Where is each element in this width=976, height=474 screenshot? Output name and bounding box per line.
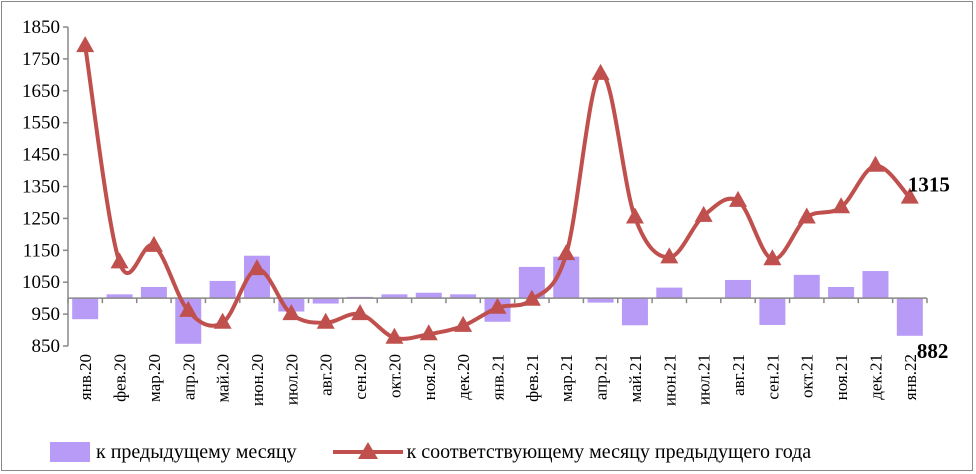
- y-tick-label: 1550: [22, 113, 60, 134]
- line-series: [83, 45, 912, 341]
- x-tick-label: фев.21: [523, 354, 542, 402]
- x-tick-label: авг.21: [729, 354, 748, 396]
- legend-line-marker-icon: [332, 442, 403, 459]
- y-tick-label: 1650: [22, 81, 60, 102]
- bar: [415, 292, 442, 299]
- line-marker: [729, 190, 748, 207]
- bar: [312, 298, 339, 304]
- x-tick-label: май.20: [214, 354, 233, 403]
- line-marker: [797, 207, 816, 224]
- x-tick-label: фев.20: [111, 354, 130, 402]
- y-tick-label: 1250: [22, 208, 60, 229]
- legend-bar-label: к предыдущему месяцу: [96, 440, 297, 463]
- line-marker: [282, 304, 301, 321]
- line-marker: [419, 324, 438, 341]
- y-tick-label: 1750: [22, 49, 60, 70]
- line-marker: [351, 304, 370, 321]
- bar: [828, 286, 855, 299]
- bar: [587, 298, 614, 303]
- bar: [725, 279, 752, 299]
- bar: [656, 287, 683, 299]
- legend-item-bar: к предыдущему месяцу: [50, 441, 297, 464]
- line-marker: [488, 297, 507, 314]
- line-marker: [144, 235, 163, 252]
- y-tick-label: 1150: [23, 240, 60, 261]
- line-marker: [591, 63, 610, 80]
- y-tick-label: 1350: [22, 177, 60, 198]
- line-marker: [179, 300, 198, 317]
- line-marker: [213, 312, 232, 329]
- x-tick-label: ноя.20: [420, 354, 439, 400]
- line-marker: [522, 289, 541, 306]
- line-marker: [316, 312, 335, 329]
- x-tick-label: янв.20: [76, 354, 95, 400]
- bar: [759, 298, 786, 325]
- bar: [209, 280, 236, 299]
- x-tick-label: янв.21: [489, 354, 508, 400]
- legend-item-line: к соответствующему месяцу предыдущего го…: [332, 440, 812, 464]
- y-tick-label: 850: [32, 336, 61, 357]
- x-tick-label: сен.20: [351, 354, 370, 400]
- legend-bar-swatch: [50, 442, 90, 462]
- x-tick-label: дек.21: [866, 354, 885, 400]
- x-tick-label: апр.21: [592, 354, 611, 400]
- x-tick-label: ноя.21: [832, 354, 851, 400]
- x-tick-label: дек.20: [454, 354, 473, 400]
- line-marker: [900, 187, 919, 204]
- line-marker: [76, 36, 95, 53]
- line-marker: [832, 197, 851, 214]
- y-tick-label: 1450: [22, 145, 60, 166]
- bar: [140, 286, 167, 299]
- y-tick-label: 1050: [22, 272, 60, 293]
- y-tick-label: 950: [32, 304, 61, 325]
- line-marker: [557, 244, 576, 261]
- x-tick-label: июн.21: [660, 354, 679, 406]
- x-tick-label: июл.20: [282, 354, 301, 405]
- bar-data-label: 882: [917, 339, 949, 363]
- line-marker: [694, 205, 713, 222]
- bar: [72, 298, 99, 320]
- bar: [381, 294, 408, 299]
- line-marker: [763, 249, 782, 266]
- x-tick-label: июн.20: [248, 354, 267, 406]
- line-marker: [625, 207, 644, 224]
- bar: [862, 271, 889, 299]
- line-data-label: 1315: [908, 173, 950, 197]
- x-tick-label: мар.20: [145, 354, 164, 402]
- line-marker: [110, 252, 129, 269]
- bar: [793, 274, 820, 299]
- line-marker: [866, 155, 885, 172]
- x-tick-label: янв.22: [901, 354, 920, 400]
- line-marker: [454, 315, 473, 332]
- x-tick-label: окт.21: [798, 354, 817, 398]
- y-tick-label: 1850: [22, 17, 60, 38]
- x-tick-label: сен.21: [763, 354, 782, 400]
- legend: к предыдущему месяцу к соответствующему …: [50, 440, 847, 464]
- bar: [896, 298, 923, 336]
- bar: [621, 298, 648, 326]
- x-tick-label: апр.20: [179, 354, 198, 400]
- legend-line-label: к соответствующему месяцу предыдущего го…: [406, 440, 812, 463]
- x-tick-label: июл.21: [695, 354, 714, 405]
- line-marker: [660, 247, 679, 264]
- x-tick-label: авг.20: [317, 354, 336, 396]
- line-marker: [247, 259, 266, 276]
- x-tick-label: окт.20: [385, 354, 404, 398]
- x-tick-label: май.21: [626, 354, 645, 403]
- line-marker: [385, 327, 404, 344]
- x-tick-label: мар.21: [557, 354, 576, 402]
- bar: [450, 294, 477, 299]
- bar: [106, 294, 133, 299]
